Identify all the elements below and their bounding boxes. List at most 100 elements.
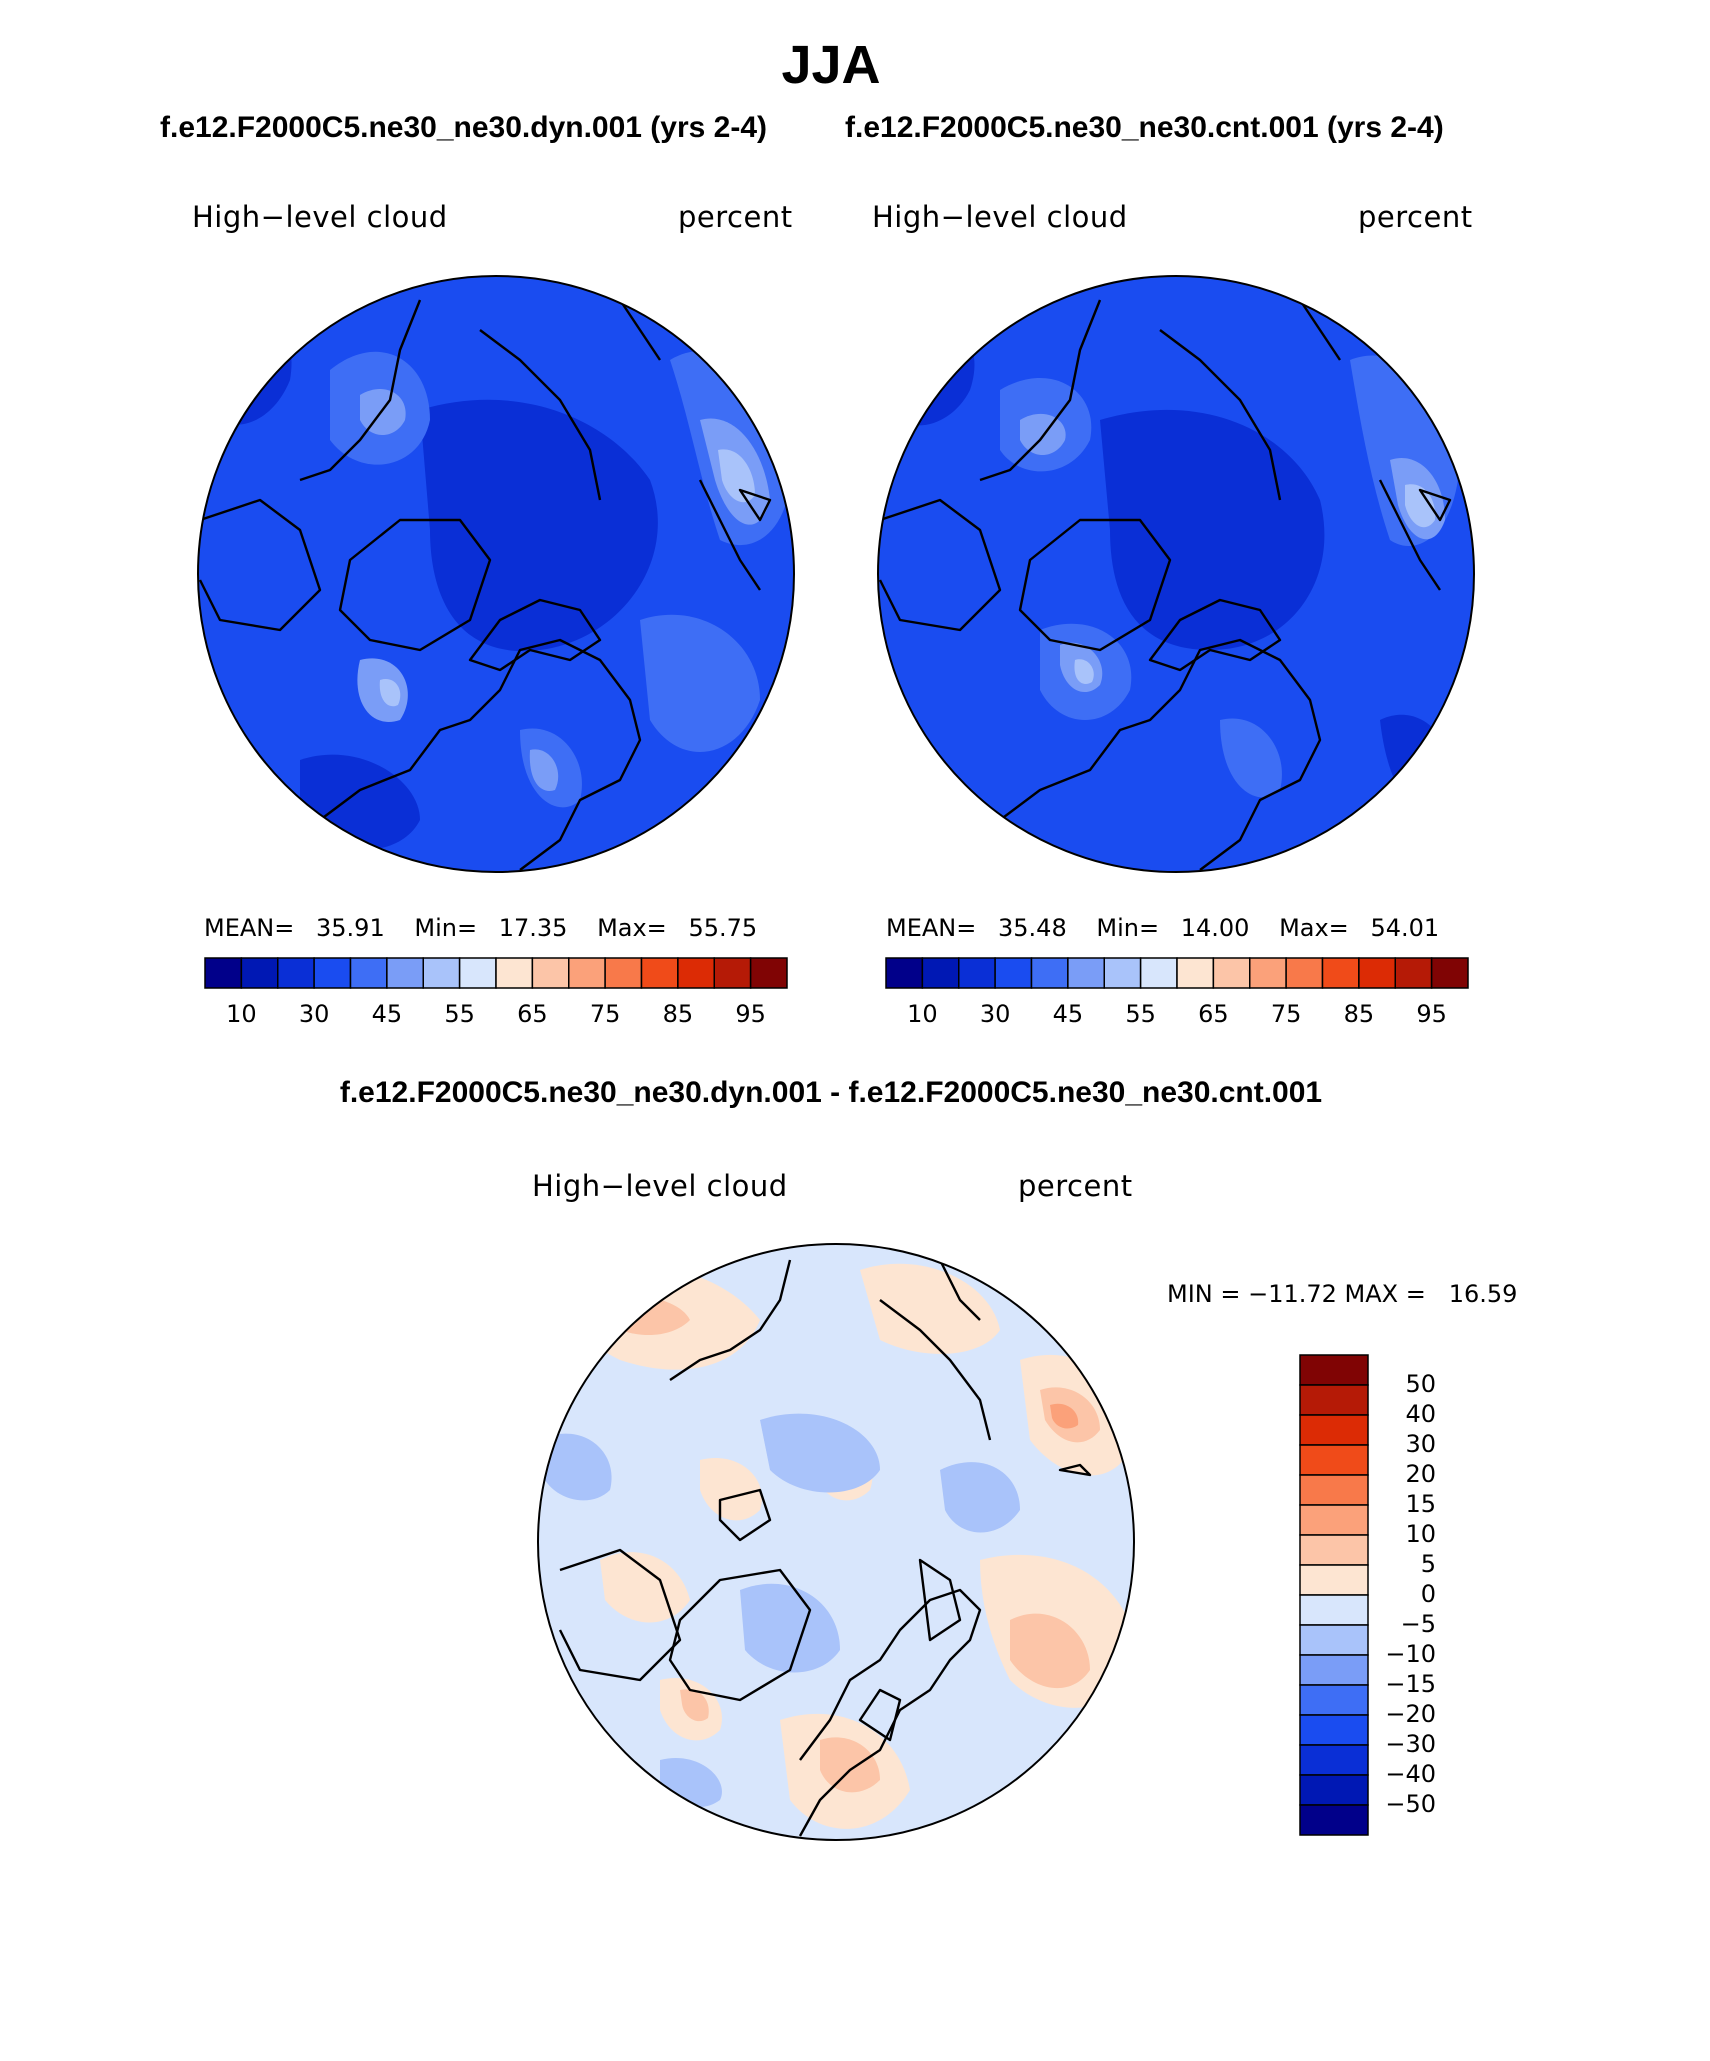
right-colorbar-tick-label: 10 (907, 1000, 938, 1028)
left-colorbar-tick-label: 45 (371, 1000, 403, 1028)
right-colorbar-tick-label: 55 (1125, 1000, 1156, 1028)
difference-colorbar-box (1299, 1714, 1369, 1746)
difference-colorbar-tick-label: −15 (1385, 1670, 1436, 1698)
left-colorbar-box (604, 957, 643, 989)
right-min-value: 14.00 (1180, 914, 1250, 942)
left-colorbar-box (386, 957, 424, 989)
difference-colorbar-box (1299, 1594, 1369, 1626)
difference-colorbar-box (1299, 1534, 1369, 1566)
right-colorbar-tick-label: 85 (1343, 1000, 1375, 1028)
right-colorbar-box (1285, 957, 1324, 989)
left-max-value: 55.75 (688, 914, 758, 942)
right-colorbar-box (1139, 957, 1178, 989)
left-variable-label: High−level cloud (192, 200, 448, 234)
right-colorbar (885, 957, 1469, 989)
difference-map-border (537, 1243, 1135, 1841)
right-colorbar-box (958, 957, 996, 989)
difference-colorbar-tick-label: 50 (1405, 1370, 1436, 1398)
right-colorbar-box (1249, 957, 1287, 989)
right-colorbar-tick-label: 75 (1270, 1000, 1302, 1028)
difference-colorbar-box (1299, 1354, 1369, 1386)
difference-colorbar-tick-label: −10 (1385, 1640, 1436, 1668)
difference-colorbar-tick-label: −40 (1385, 1760, 1436, 1788)
left-colorbar-box (640, 957, 679, 989)
right-colorbar-box (1067, 957, 1105, 989)
diff-minmax: MIN = −11.72 MAX = 16.59 (1167, 1280, 1518, 1308)
right-colorbar-tick-label: 30 (979, 1000, 1011, 1028)
difference-colorbar-box (1299, 1654, 1369, 1686)
left-colorbar-box (422, 957, 461, 989)
right-colorbar-box (1176, 957, 1215, 989)
difference-colorbar-box (1299, 1504, 1369, 1536)
right-colorbar-box (921, 957, 960, 989)
left-min-label: Min= (414, 914, 478, 942)
left-colorbar-box (495, 957, 534, 989)
right-colorbar-box (1394, 957, 1433, 989)
left-units-label: percent (678, 200, 793, 234)
left-mean-value: 35.91 (316, 914, 385, 942)
left-colorbar-box (277, 957, 315, 989)
right-mean-value: 35.48 (998, 914, 1067, 942)
left-coastlines (198, 299, 772, 871)
difference-colorbar-box (1299, 1684, 1369, 1716)
left-map-border (197, 275, 795, 873)
left-cloud-field (198, 276, 794, 872)
difference-coastlines (558, 1259, 1092, 1837)
difference-colorbar (1299, 1354, 1369, 1836)
left-colorbar-tick-label: 75 (589, 1000, 621, 1028)
season-title: JJA (781, 35, 881, 95)
left-colorbar-tick-label: 55 (444, 1000, 475, 1028)
difference-title: f.e12.F2000C5.ne30_ne30.dyn.001 - f.e12.… (339, 1076, 1323, 1109)
right-colorbar-box (1430, 957, 1469, 989)
right-stats: MEAN= 35.48 Min= 14.00 Max= 54.01 (886, 914, 1439, 942)
left-stats: MEAN= 35.91 Min= 17.35 Max= 55.75 (204, 914, 757, 942)
left-colorbar (204, 957, 788, 989)
left-colorbar-tick-label: 85 (662, 1000, 694, 1028)
difference-colorbar-tick-label: 0 (1420, 1580, 1436, 1608)
left-colorbar-tick-label: 95 (735, 1000, 766, 1028)
diff-variable-label: High−level cloud (532, 1169, 788, 1203)
difference-colorbar-tick-label: 15 (1405, 1490, 1436, 1518)
right-colorbar-box (1212, 957, 1251, 989)
right-colorbar-box (885, 957, 924, 989)
difference-colorbar-tick-label: 30 (1405, 1430, 1436, 1458)
right-max-label: Max= (1279, 914, 1349, 942)
difference-colorbar-box (1299, 1744, 1369, 1776)
right-units-label: percent (1358, 200, 1473, 234)
right-colorbar-box (1321, 957, 1360, 989)
difference-colorbar-tick-label: 20 (1405, 1460, 1436, 1488)
difference-colorbar-box (1299, 1774, 1369, 1806)
right-mean-label: MEAN= (886, 914, 977, 942)
difference-colorbar-tick-label: −5 (1400, 1610, 1436, 1638)
right-variable-label: High−level cloud (872, 200, 1128, 234)
difference-colorbar-tick-label: 10 (1405, 1520, 1436, 1548)
left-case-title: f.e12.F2000C5.ne30_ne30.dyn.001 (yrs 2-4… (160, 111, 768, 144)
difference-colorbar-tick-label: 40 (1405, 1400, 1436, 1428)
right-case-title: f.e12.F2000C5.ne30_ne30.cnt.001 (yrs 2-4… (845, 111, 1444, 144)
difference-colorbar-box (1299, 1414, 1369, 1446)
right-colorbar-tick-label: 95 (1416, 1000, 1447, 1028)
right-colorbar-box (994, 957, 1033, 989)
diff-units-label: percent (1018, 1169, 1133, 1203)
right-map-border (877, 275, 1475, 873)
left-colorbar-box (749, 957, 788, 989)
left-colorbar-box (313, 957, 352, 989)
left-mean-label: MEAN= (204, 914, 295, 942)
right-min-label: Min= (1096, 914, 1160, 942)
right-coastlines (878, 299, 1452, 871)
left-colorbar-tick-label: 10 (226, 1000, 257, 1028)
right-colorbar-box (1103, 957, 1142, 989)
left-colorbar-box (568, 957, 606, 989)
difference-polar-map (537, 1243, 1135, 1841)
right-colorbar-tick-label: 65 (1198, 1000, 1229, 1028)
right-polar-map (877, 275, 1475, 873)
left-colorbar-box (458, 957, 497, 989)
right-cloud-field (878, 276, 1474, 872)
right-colorbar-box (1358, 957, 1396, 989)
left-colorbar-tick-label: 65 (517, 1000, 548, 1028)
difference-colorbar-box (1299, 1624, 1369, 1656)
difference-colorbar-box (1299, 1474, 1369, 1506)
left-max-label: Max= (597, 914, 667, 942)
left-colorbar-box (677, 957, 715, 989)
